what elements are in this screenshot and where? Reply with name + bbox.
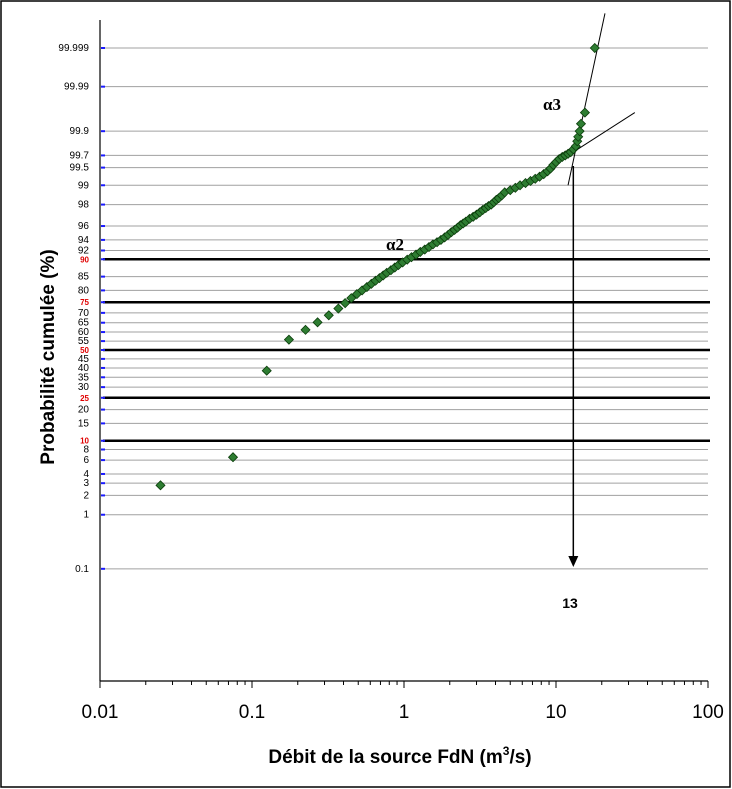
y-tick-label: 6: [83, 455, 89, 466]
x-tick-label: 100: [692, 702, 724, 723]
y-tick-label: 75: [80, 298, 89, 307]
y-tick-label: 45: [78, 354, 90, 365]
y-tick-label: 1: [83, 510, 89, 521]
data-point: [300, 324, 311, 335]
y-tick-label: 30: [78, 382, 90, 393]
y-tick-label: 10: [80, 437, 89, 446]
axes: [99, 20, 708, 682]
y-tick-label: 70: [78, 308, 90, 319]
data-point: [333, 303, 344, 314]
y-tick-label: 99.9: [70, 126, 90, 137]
annotation-alpha2: α2: [386, 235, 404, 254]
threshold-arrow: [568, 166, 579, 567]
data-point: [261, 365, 272, 376]
x-tick-label: 10: [545, 702, 566, 723]
x-tick-label: 0.1: [239, 702, 265, 723]
y-tick-label: 96: [78, 221, 90, 232]
y-axis-label: Probabilité cumulée (%): [38, 249, 59, 464]
data-point: [579, 107, 590, 118]
arrow-head: [568, 556, 579, 567]
y-tick-label: 60: [78, 327, 90, 338]
y-tick-label: 99.999: [58, 43, 89, 54]
y-tick-label: 85: [78, 272, 90, 283]
x-axis-label-tail: /s): [509, 747, 531, 768]
y-tick-label: 99.5: [70, 163, 90, 174]
y-tick-label: 99: [78, 180, 90, 191]
y-tick-label: 90: [80, 255, 89, 264]
data-point: [340, 298, 351, 309]
x-tick-label: 0.01: [82, 702, 119, 723]
data-point: [227, 452, 239, 463]
x-axis-ticks: 0.01 0.1 1 10 100: [82, 681, 724, 723]
x-tick-label: 1: [399, 702, 410, 723]
y-tick-label: 25: [80, 394, 89, 403]
data-point: [575, 118, 587, 129]
y-tick-label: 99.7: [70, 150, 90, 161]
gridlines: [103, 47, 710, 570]
data-point: [346, 293, 357, 304]
y-tick-label: 15: [78, 418, 90, 429]
data-point: [323, 310, 334, 321]
y-tick-label: 80: [78, 285, 90, 296]
y-tick-label: 50: [80, 346, 89, 355]
threshold-label: 13: [562, 595, 578, 611]
y-tick-label: 4: [83, 469, 89, 480]
y-tick-label: 40: [78, 363, 90, 374]
fit-line: [567, 13, 606, 186]
fit-line: [567, 112, 636, 156]
x-axis-label: Débit de la source FdN (m3/s): [268, 744, 531, 768]
y-tick-label: 0.1: [75, 564, 89, 575]
data-point: [283, 334, 295, 345]
y-tick-label: 8: [83, 444, 89, 455]
y-tick-label: 55: [78, 336, 90, 347]
x-axis-label-main: Débit de la source FdN (m: [268, 747, 502, 768]
y-tick-label: 99.99: [64, 82, 89, 93]
y-tick-label: 65: [78, 318, 90, 329]
y-tick-label: 2: [83, 490, 89, 501]
y-tick-label: 98: [78, 200, 90, 211]
data-point: [574, 126, 585, 137]
x-axis-label-superscript: 3: [503, 744, 510, 758]
fit-lines: [567, 13, 636, 186]
data-point: [589, 42, 600, 54]
y-tick-label: 94: [78, 235, 90, 246]
y-tick-label: 20: [78, 405, 90, 416]
data-point: [155, 480, 166, 491]
y-tick-label: 92: [78, 246, 90, 257]
data-points: [155, 42, 600, 491]
data-point: [312, 317, 323, 328]
annotation-alpha3: α3: [543, 95, 561, 114]
y-tick-label: 35: [78, 372, 90, 383]
y-tick-label: 3: [83, 478, 89, 489]
